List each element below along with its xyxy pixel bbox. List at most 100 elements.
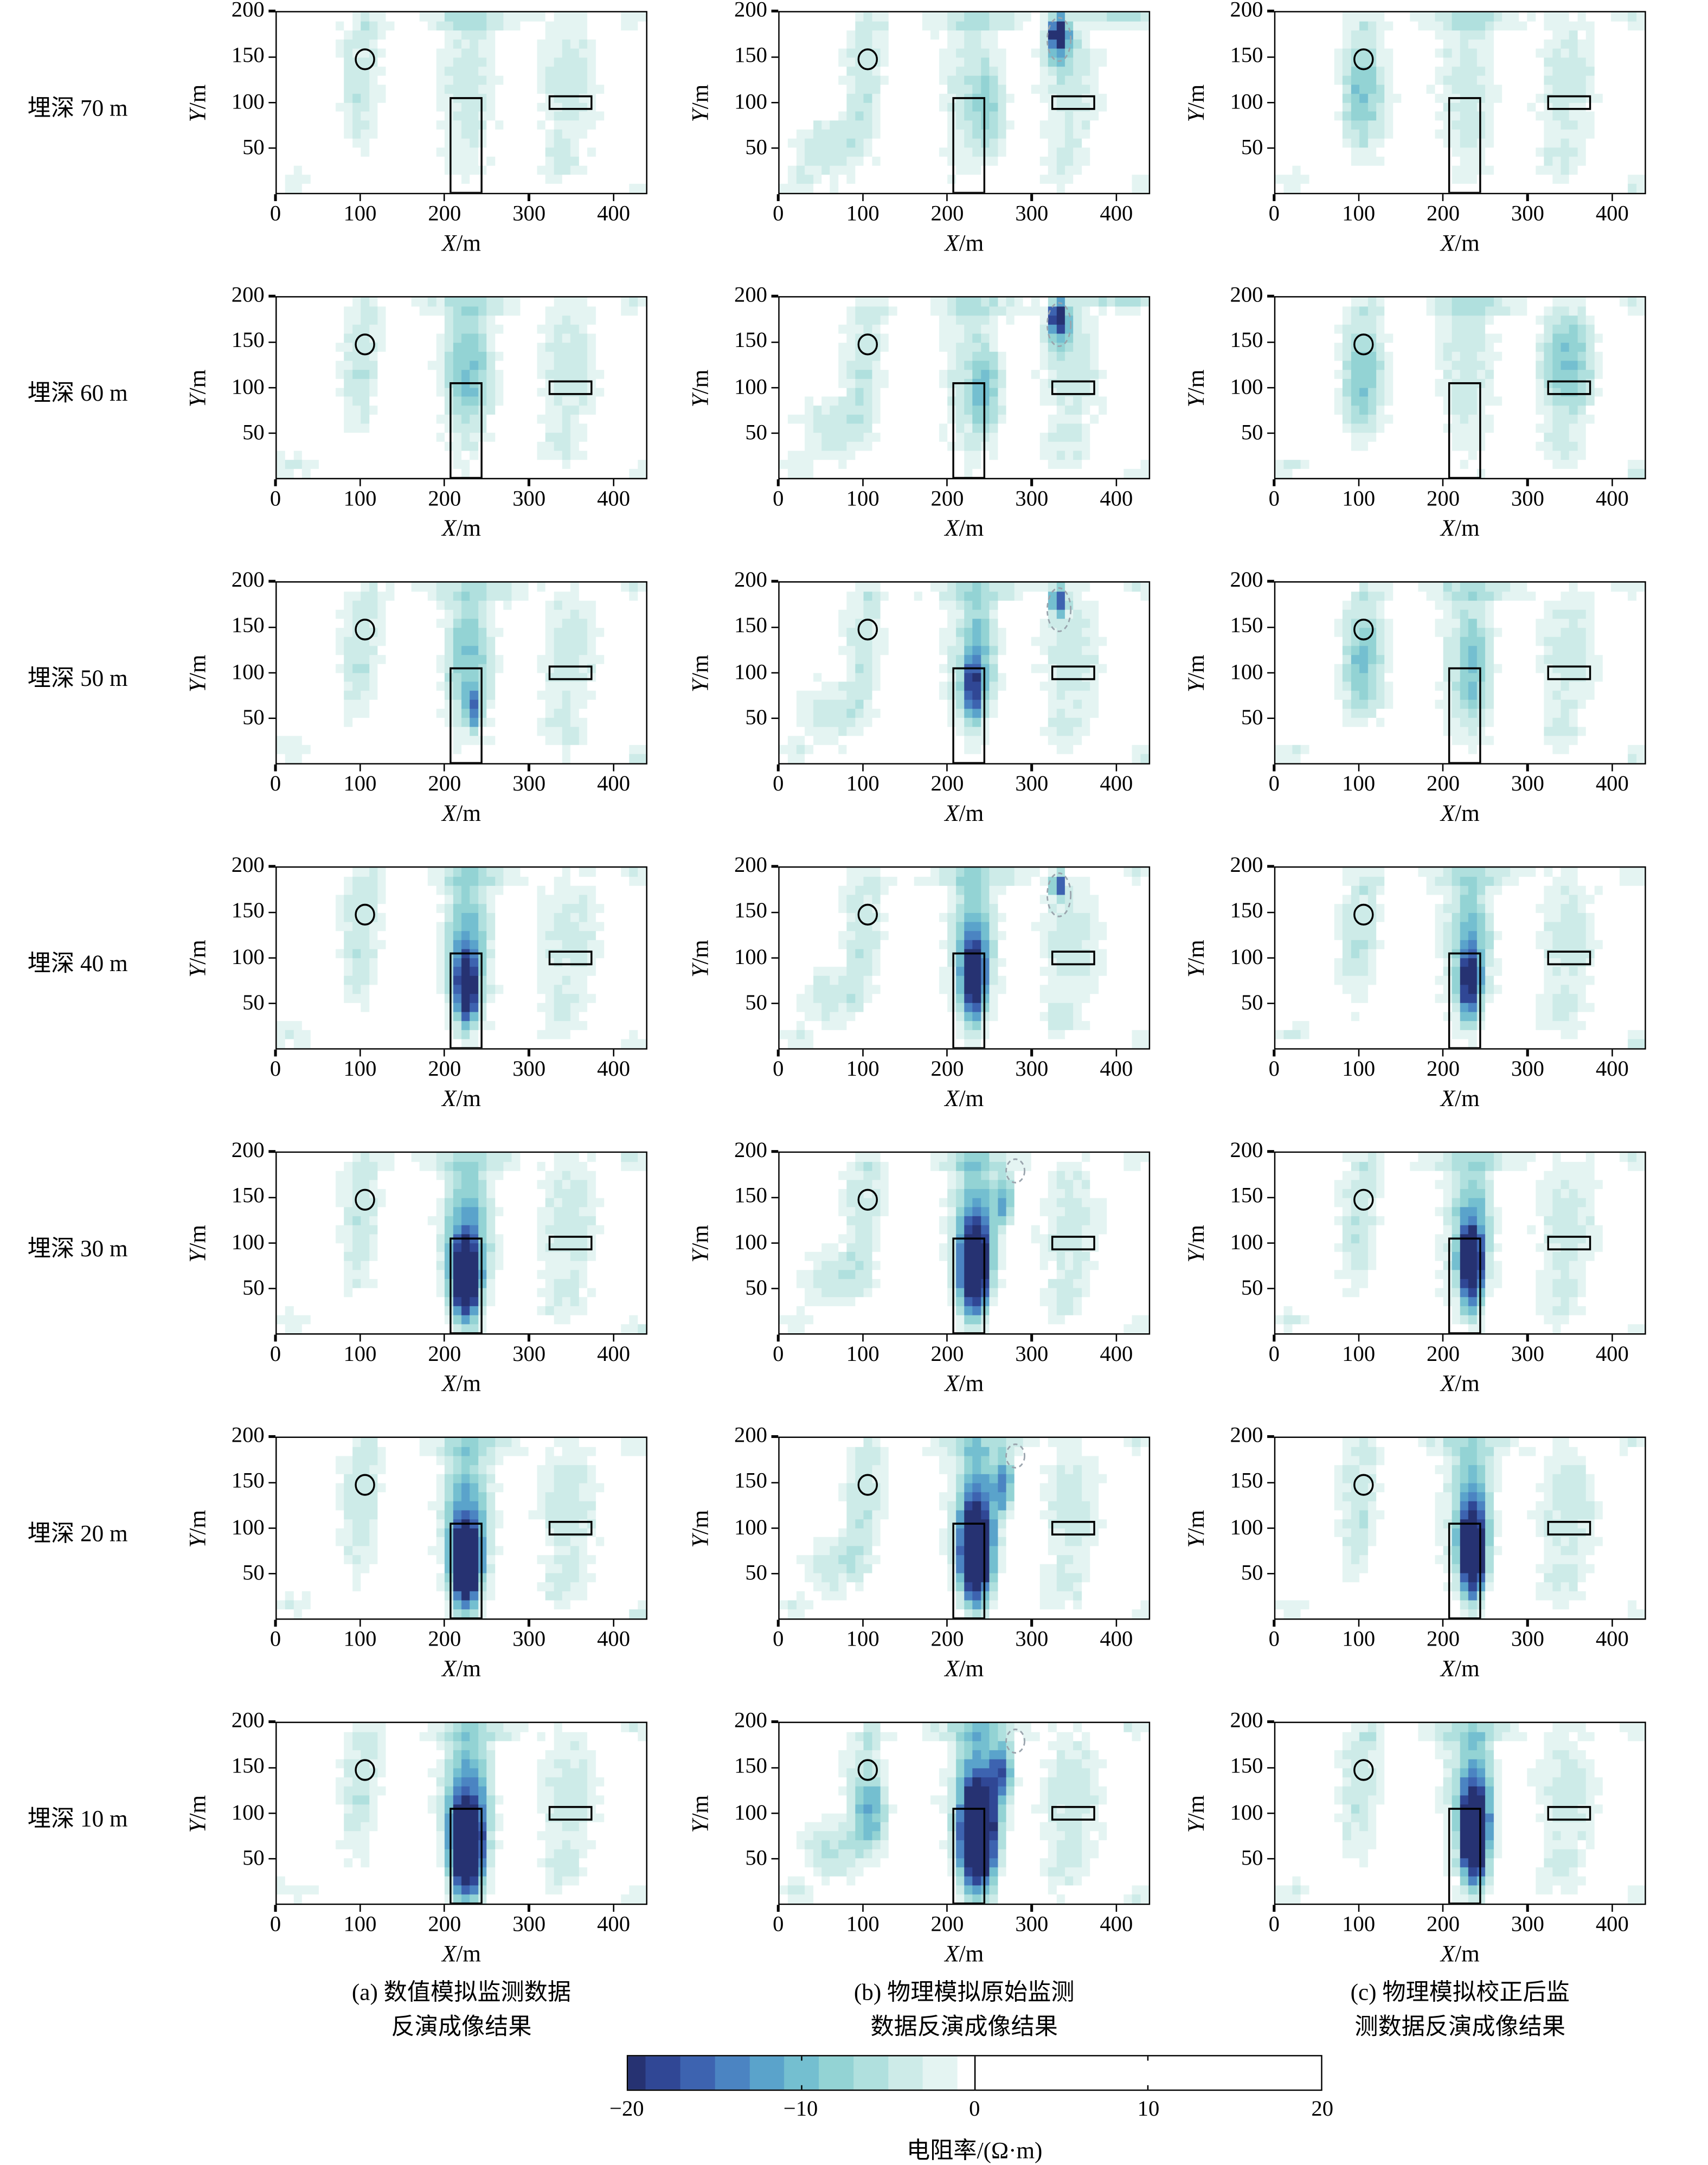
x-tick-mark [528,1620,530,1627]
plot-annotations [1353,903,1591,1049]
y-tick-label: 150 [231,44,265,68]
y-tick-label: 150 [1230,1470,1263,1494]
x-axis-label: X/m [442,1370,481,1397]
x-tick-label: 200 [930,1913,964,1937]
x-tick-label: 100 [1342,773,1376,796]
x-tick-mark [359,764,361,772]
y-tick-label: 50 [745,1276,767,1300]
y-tick-label: 100 [734,1230,767,1254]
y-tick-label: 50 [1241,421,1263,445]
y-tick-mark [1267,1527,1274,1529]
caption-line1: (b) 物理模拟原始监测 [853,1979,1075,2006]
target-rect-vertical [952,667,986,763]
y-tick-mark [771,865,779,868]
y-tick-mark [771,626,779,628]
x-tick-label: 0 [269,1913,281,1937]
depth-label: 埋深 30 m [27,1235,128,1262]
y-tick-label: 200 [1230,1709,1263,1733]
target-rect-horizontal [548,665,593,680]
borehole-circle [355,1759,375,1781]
x-tick-label: 300 [1511,1628,1544,1652]
y-tick-label: 200 [1230,0,1263,22]
resistivity-heatmap [277,297,646,478]
y-tick-label: 100 [231,1515,265,1539]
x-tick-label: 400 [1100,1342,1133,1366]
plot-panel [1274,1436,1646,1620]
y-tick-mark [268,433,276,435]
x-axis-label: X/m [1440,1085,1480,1112]
y-tick-label: 150 [1230,329,1263,353]
borehole-circle [1353,48,1374,70]
plot-annotations [1353,48,1591,193]
x-tick-label: 300 [1015,1342,1049,1366]
x-tick-label: 0 [269,202,281,226]
depth-label: 埋深 50 m [27,665,128,692]
x-tick-label: 0 [1268,202,1280,226]
anomaly-dashed-ellipse [1005,1443,1026,1469]
y-tick-mark [1267,580,1274,582]
x-axis-label: X/m [945,1941,984,1967]
x-tick-mark [274,194,277,201]
y-tick-label: 50 [745,421,767,445]
y-tick-mark [1267,1766,1274,1769]
x-tick-mark [444,1334,446,1342]
resistivity-heatmap [277,1723,646,1904]
y-tick-label: 100 [1230,1801,1263,1824]
x-tick-mark [1442,1905,1444,1912]
y-tick-label: 50 [242,991,265,1015]
y-tick-label: 200 [734,1709,767,1733]
y-tick-label: 150 [734,1185,767,1209]
x-tick-mark [862,1049,864,1057]
target-rect-vertical [450,1808,483,1904]
y-axis-label: Y/m [687,1509,714,1547]
x-tick-label: 0 [1268,1057,1280,1082]
x-tick-label: 0 [773,487,784,511]
x-tick-label: 300 [1511,1057,1544,1082]
x-axis-label: X/m [1440,800,1480,827]
y-tick-mark [268,295,276,297]
y-tick-mark [268,147,276,150]
y-tick-label: 200 [734,569,767,593]
x-tick-mark [613,764,615,772]
plot-panel [1274,866,1646,1050]
x-tick-label: 100 [343,1057,377,1082]
x-axis-label: X/m [442,1085,481,1112]
depth-label: 埋深 10 m [27,1806,128,1832]
target-rect-horizontal [1547,95,1591,110]
x-axis-label: X/m [442,1941,481,1967]
y-tick-label: 50 [1241,136,1263,160]
x-tick-label: 200 [930,1628,964,1652]
x-tick-mark [1442,764,1444,772]
caption-line2: 反演成像结果 [391,2013,532,2040]
y-tick-mark [268,717,276,719]
x-tick-label: 400 [1100,487,1133,511]
x-tick-mark [613,1620,615,1627]
y-tick-label: 50 [745,1562,767,1585]
x-tick-mark [946,1620,948,1627]
plot-panel [1274,11,1646,195]
y-tick-mark [1267,911,1274,913]
x-tick-label: 0 [1268,773,1280,796]
borehole-circle [1353,1188,1374,1211]
x-tick-mark [1442,479,1444,486]
target-rect-horizontal [1547,1236,1591,1251]
borehole-circle [355,333,375,356]
resistivity-heatmap [1275,12,1645,193]
plot-panel [778,296,1151,480]
resistivity-heatmap [779,868,1149,1049]
colorbar-title: 电阻率/(Ω·m) [907,2137,1043,2164]
y-tick-label: 50 [242,1276,265,1300]
y-tick-label: 150 [1230,900,1263,923]
x-tick-mark [1358,1049,1360,1057]
x-tick-mark [1526,1620,1529,1627]
x-tick-label: 100 [343,1628,377,1652]
y-tick-label: 200 [231,569,265,593]
plot-panel [275,1436,647,1620]
x-tick-mark [1273,1334,1275,1342]
y-tick-mark [268,580,276,582]
x-axis-label: X/m [945,1370,984,1397]
x-tick-mark [359,194,361,201]
borehole-circle [857,1474,878,1496]
x-tick-label: 200 [1427,773,1460,796]
